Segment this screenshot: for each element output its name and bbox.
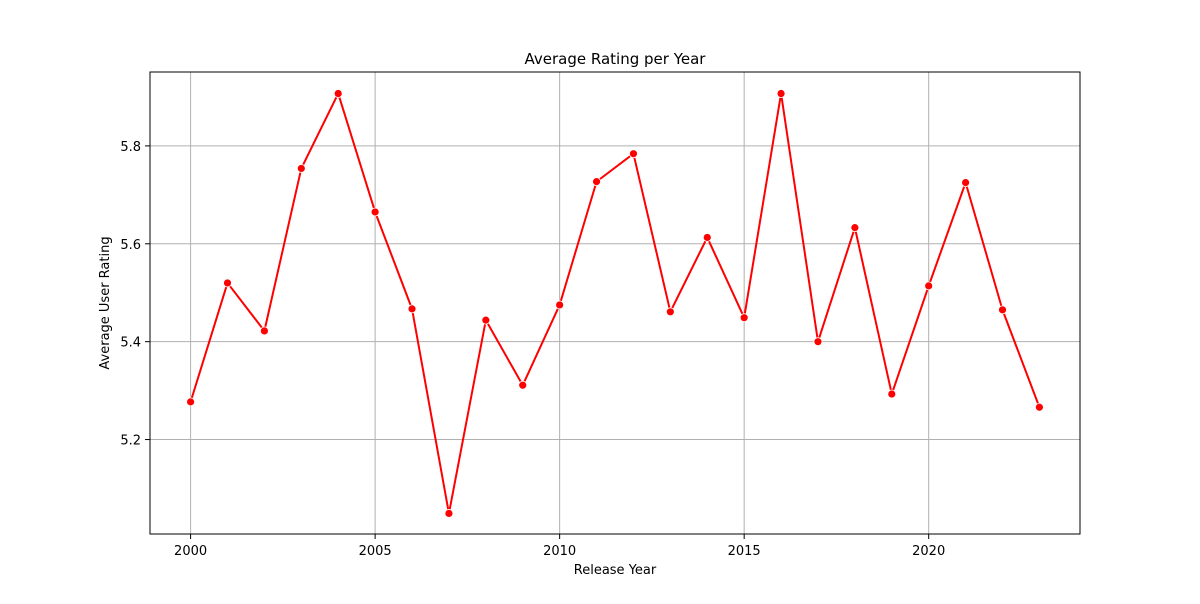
y-tick-label: 5.2	[120, 434, 141, 449]
data-point	[296, 164, 306, 173]
x-tick-label: 2010	[543, 544, 576, 559]
x-tick-label: 2020	[912, 544, 945, 559]
data-point	[850, 223, 860, 233]
data-point	[518, 380, 528, 390]
data-point	[481, 315, 491, 325]
data-series	[186, 89, 1044, 518]
series-line	[189, 92, 1041, 515]
data-point	[629, 149, 638, 159]
data-point	[407, 304, 417, 314]
plot-frame	[149, 71, 1081, 535]
grid-lines	[150, 72, 1080, 534]
y-tick-label: 5.4	[120, 336, 141, 351]
data-point	[444, 509, 454, 518]
data-point	[223, 278, 232, 288]
data-point	[998, 305, 1007, 315]
data-point	[961, 178, 970, 188]
data-point	[739, 313, 749, 323]
data-point	[776, 89, 786, 98]
y-tick-label: 5.8	[120, 140, 141, 155]
data-point	[555, 300, 565, 310]
axis-ticks: 2000 2005 2010 2015 2020 5.2 5.4 5.6 5.8	[120, 140, 945, 559]
data-point	[924, 281, 934, 291]
data-point	[702, 233, 712, 242]
x-tick-label: 2000	[174, 544, 207, 559]
chart-title: Average Rating per Year	[525, 50, 707, 68]
data-point	[813, 337, 823, 347]
x-tick-label: 2015	[728, 544, 761, 559]
x-tick-label: 2005	[359, 544, 392, 559]
data-point	[665, 307, 675, 317]
data-point	[592, 177, 601, 187]
data-point	[887, 389, 897, 399]
y-axis-label: Average User Rating	[98, 236, 113, 369]
data-point	[333, 89, 343, 98]
y-tick-label: 5.6	[120, 238, 141, 253]
data-point	[260, 326, 269, 336]
data-point	[1035, 402, 1044, 412]
data-point	[186, 397, 195, 407]
data-point	[370, 207, 380, 217]
x-axis-label: Release Year	[574, 563, 657, 578]
